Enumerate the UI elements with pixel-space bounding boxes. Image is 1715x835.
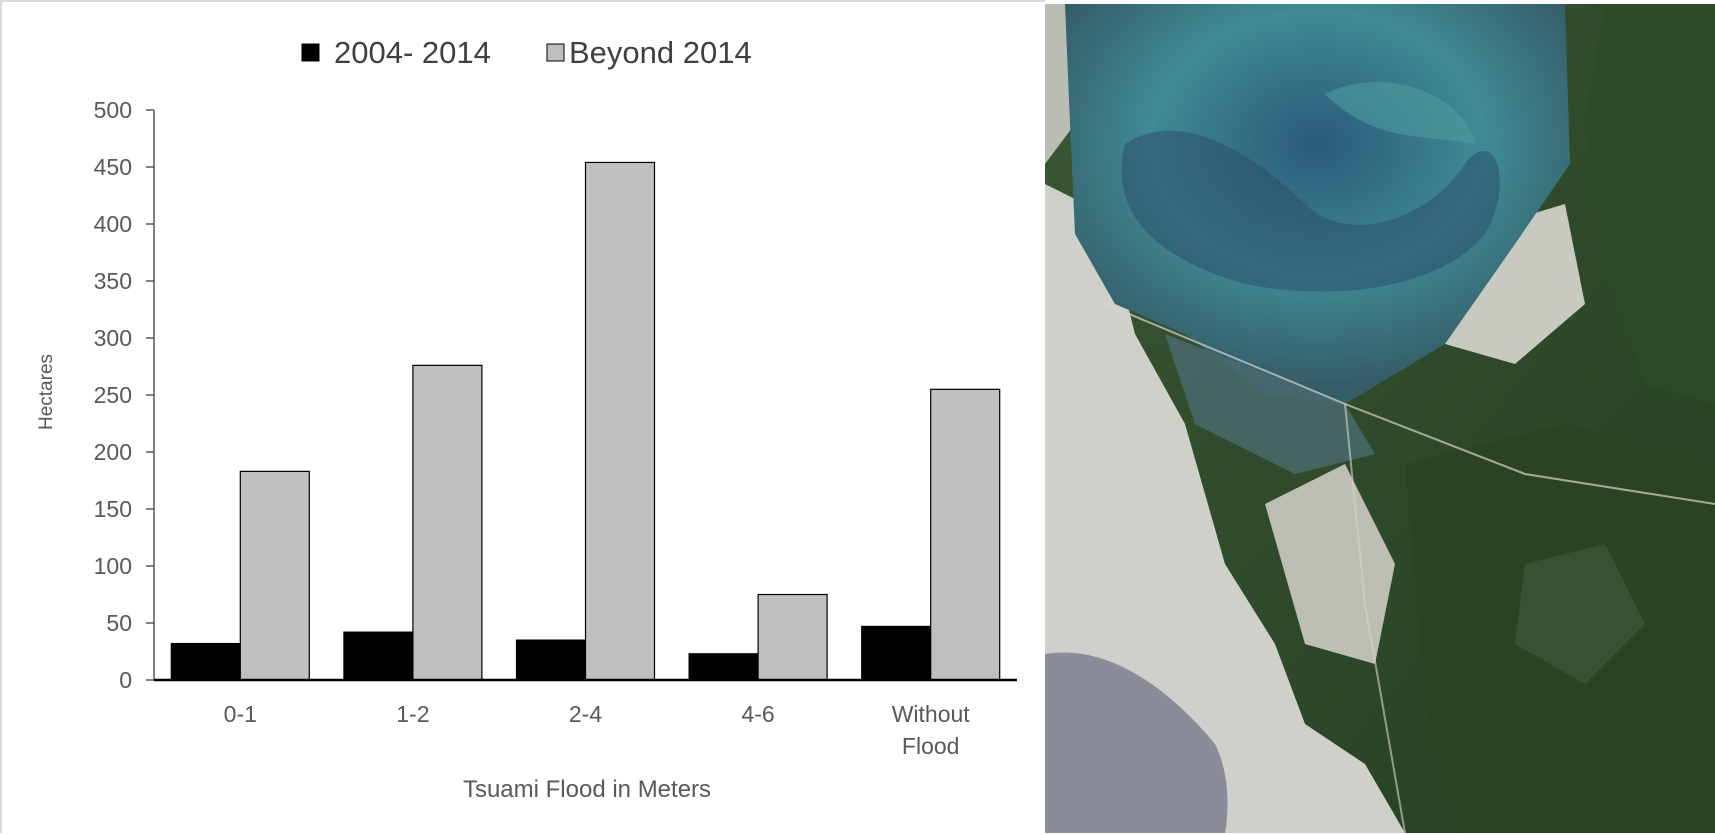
legend-label: Beyond 2014 [569, 35, 752, 70]
x-tick-label-line: 0-1 [224, 701, 257, 727]
x-tick-label-line: Flood [902, 733, 960, 759]
y-tick-label: 300 [94, 325, 132, 351]
bar-series-2004-2014 [170, 642, 241, 681]
x-tick-label: 2-4 [569, 701, 602, 727]
x-tick-label: 4-6 [741, 701, 774, 727]
bar-series-2004-2014 [861, 625, 932, 681]
bar-series-beyond-2014 [239, 470, 310, 681]
y-tick-label: 350 [94, 268, 132, 294]
x-tick-label: Without Flood [892, 701, 971, 759]
legend: 2004- 2014 Beyond 2014 [301, 35, 752, 70]
bar-series-beyond-2014 [757, 593, 828, 681]
x-tick-label: 0-1 [224, 701, 257, 727]
y-axis: 0 50 100 150 200 250 300 350 400 450 500 [94, 97, 155, 693]
bar-series-2004-2014 [343, 631, 414, 681]
x-tick-label-line: 2-4 [569, 701, 602, 727]
x-tick-label-line: Without [892, 701, 971, 727]
chart-panel: 2004- 2014 Beyond 2014 0 50 100 150 200 250 300… [0, 0, 1045, 833]
y-tick-label: 450 [94, 154, 132, 180]
bar-chart: 2004- 2014 Beyond 2014 0 50 100 150 200 250 300… [36, 35, 1017, 803]
y-tick-label: 150 [94, 496, 132, 522]
bar-series-beyond-2014 [930, 388, 1001, 681]
x-tick-label-line: 1-2 [396, 701, 429, 727]
bar-series-beyond-2014 [412, 364, 483, 681]
x-tick-label: 1-2 [396, 701, 429, 727]
legend-swatch [301, 43, 320, 62]
legend-label: 2004- 2014 [334, 35, 491, 70]
y-tick-label: 200 [94, 439, 132, 465]
y-axis-title: Hectares [36, 354, 57, 430]
x-tick-label-line: 4-6 [741, 701, 774, 727]
x-axis-title: Tsuami Flood in Meters [463, 776, 711, 803]
satellite-map [1045, 4, 1715, 833]
y-tick-label: 0 [119, 667, 132, 693]
y-tick-label: 400 [94, 211, 132, 237]
y-tick-label: 500 [94, 97, 132, 123]
legend-swatch [546, 43, 565, 62]
bar-series-beyond-2014 [584, 161, 656, 681]
y-tick-label: 250 [94, 382, 132, 408]
x-axis: 0-1 1-2 2-4 4-6 Without Flood [154, 678, 1017, 759]
bars [170, 161, 1001, 681]
y-tick-label: 100 [94, 553, 132, 579]
bar-series-2004-2014 [515, 639, 587, 681]
bar-series-2004-2014 [688, 653, 759, 681]
satellite-image [1045, 4, 1715, 833]
y-tick-label: 50 [106, 610, 132, 636]
